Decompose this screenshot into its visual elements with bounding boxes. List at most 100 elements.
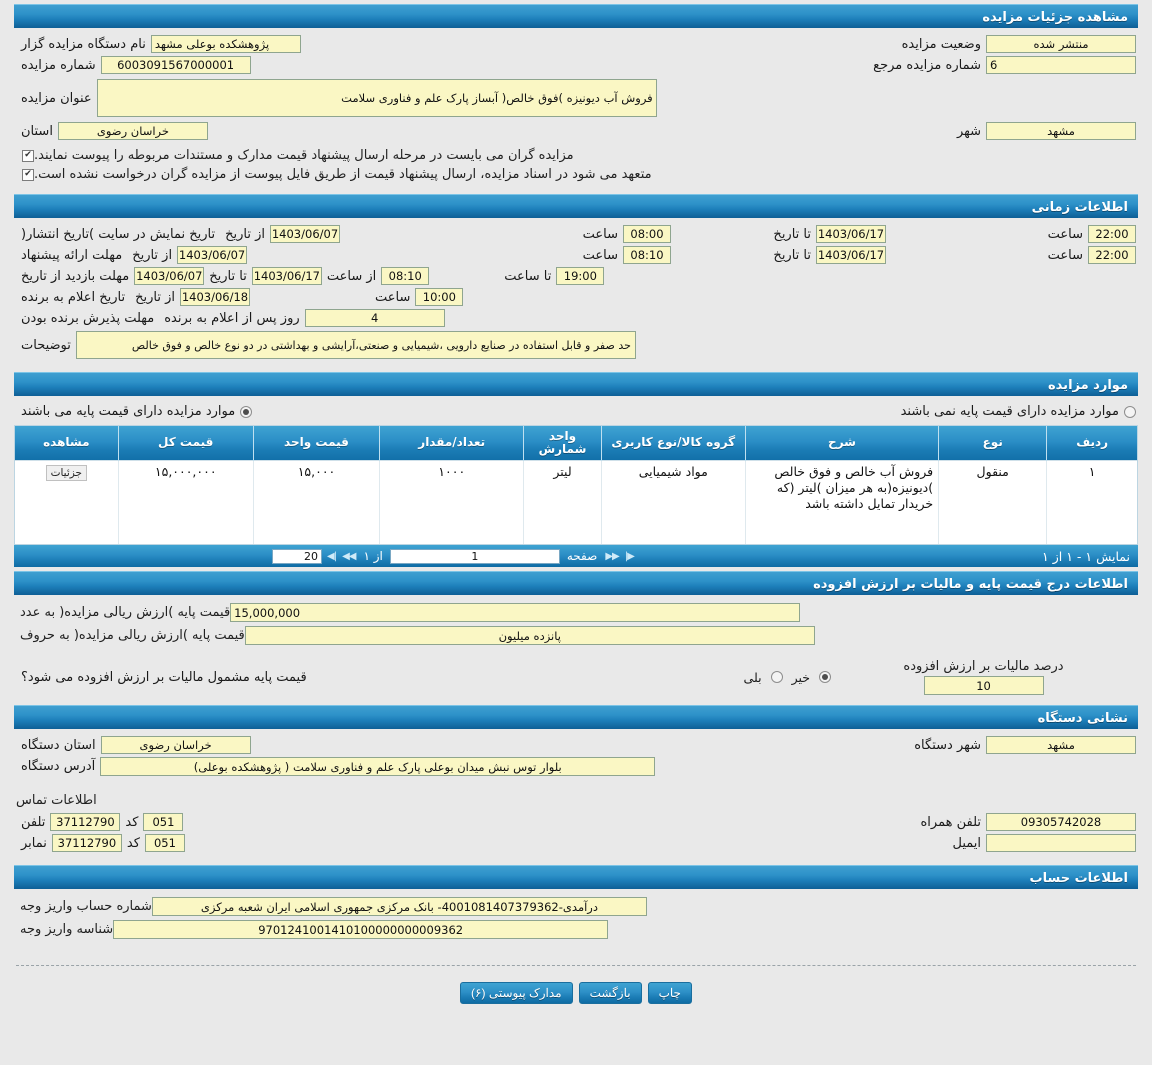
tel-code-label: کد xyxy=(125,814,139,830)
tel-input[interactable]: 37112790 xyxy=(50,813,121,831)
base-price-words-label: قیمت پایه )ارزش ریالی مزایده( به حروف xyxy=(20,628,245,643)
radio-with-base-price[interactable] xyxy=(240,405,253,418)
device-address-input[interactable]: بلوار توس نبش میدان بوعلی پارک علم و فنا… xyxy=(100,757,656,776)
publish-from-time-input[interactable]: 08:00 xyxy=(623,225,671,243)
visit-from-date-group: 1403/06/07 مهلت بازدید از تاریخ xyxy=(16,267,205,285)
winner-time-input[interactable]: 10:00 xyxy=(415,288,464,306)
first-page-icon[interactable]: |◀ xyxy=(327,550,337,562)
cell-total-price: ۱۵,۰۰۰,۰۰۰ xyxy=(117,459,254,544)
no-attachment-commitment-label: متعهد می شود در اسناد مزایده، ارسال پیشن… xyxy=(34,167,652,182)
items-table: ردیف نوع شرح گروه کالا/نوع کاربری واحد ش… xyxy=(15,426,1137,544)
offer-to-date-input[interactable]: 1403/06/17 xyxy=(816,246,886,264)
status-input[interactable]: منتشر شده xyxy=(986,35,1136,53)
column-header-row-no[interactable]: ردیف xyxy=(1046,426,1137,460)
radio-no-base-group[interactable]: موارد مزایده دارای قیمت پایه نمی باشند xyxy=(252,404,1136,419)
auction-title-input[interactable]: فروش آب دیونیزه )فوق خالص( آبساز پارک عل… xyxy=(96,79,657,117)
base-price-words-input[interactable]: پانزده میلیون xyxy=(244,626,815,645)
vat-radio-yes[interactable] xyxy=(770,671,783,683)
column-header-unit[interactable]: واحد شمارش xyxy=(523,426,602,460)
back-button[interactable]: بازگشت xyxy=(578,982,642,1004)
account-id-input[interactable]: 9701241001410100000000009362 xyxy=(113,920,609,939)
time-section: 22:00 ساعت 1403/06/17 تا تاریخ 08:00 ساع… xyxy=(0,218,1152,368)
column-header-desc[interactable]: شرح xyxy=(744,426,939,460)
fax-group: 051 کد 37112790 نمابر xyxy=(16,834,576,852)
pager-page-label: صفحه xyxy=(566,549,598,563)
device-city-input[interactable]: مشهد xyxy=(986,736,1136,754)
view-details-button[interactable]: جزئیات xyxy=(45,464,88,481)
column-header-total-price[interactable]: قیمت کل xyxy=(117,426,254,460)
account-number-label: شماره حساب واریز وجه xyxy=(20,899,152,914)
pager-of-label: از ۱ xyxy=(363,549,383,563)
description-input[interactable]: حد صفر و قابل استفاده در صنایع دارویی ،ش… xyxy=(75,331,636,359)
publish-to-time-input[interactable]: 22:00 xyxy=(1088,225,1136,243)
accept-deadline-label: مهلت پذیرش برنده بودن xyxy=(21,310,155,326)
auction-number-input[interactable]: 6003091567000001 xyxy=(100,56,251,74)
section-header-price: اطلاعات درج قیمت پایه و مالیات بر ارزش ا… xyxy=(14,571,1138,595)
ref-number-label: شماره مزایده مرجع xyxy=(873,57,981,73)
device-province-group: خراسان رضوی استان دستگاه xyxy=(16,736,576,754)
price-section: 15,000,000 قیمت پایه )ارزش ریالی مزایده(… xyxy=(0,595,1152,701)
visit-from-time-input[interactable]: 08:10 xyxy=(381,267,430,285)
prev-page-icon[interactable]: ◀◀ xyxy=(342,550,356,562)
tel-code-input[interactable]: 051 xyxy=(143,813,184,831)
offer-to-time-input[interactable]: 22:00 xyxy=(1088,246,1136,264)
accept-days-input[interactable]: 4 xyxy=(304,309,445,327)
ref-number-input[interactable]: 6 xyxy=(986,56,1136,74)
column-header-group[interactable]: گروه کالا/نوع کاربری xyxy=(600,426,746,460)
publish-from-date-group: 1403/06/07 از تاریخ تاریخ نمایش در سایت … xyxy=(16,225,491,243)
email-label: ایمیل xyxy=(952,835,981,851)
next-page-icon[interactable]: ▶▶ xyxy=(605,550,619,562)
attachment-required-checkbox[interactable] xyxy=(22,149,34,162)
device-city-group: مشهد شهر دستگاه xyxy=(576,736,1136,754)
section-title-address: نشانی دستگاه xyxy=(1037,710,1128,726)
vat-radio-no[interactable] xyxy=(819,671,831,683)
items-table-header-row: ردیف نوع شرح گروه کالا/نوع کاربری واحد ش… xyxy=(15,426,1137,460)
column-header-unit-price[interactable]: قیمت واحد xyxy=(252,426,380,460)
section-header-address: نشانی دستگاه xyxy=(14,705,1138,729)
offer-from-time-label: ساعت xyxy=(582,247,618,263)
status-field-group: منتشر شده وضعیت مزایده xyxy=(576,35,1136,53)
no-attachment-commitment-checkbox[interactable] xyxy=(22,168,34,181)
offer-from-date-input[interactable]: 1403/06/07 xyxy=(177,246,248,264)
column-header-type[interactable]: نوع xyxy=(938,426,1047,460)
last-page-icon[interactable]: ▶| xyxy=(624,550,635,562)
email-input[interactable] xyxy=(986,834,1136,852)
mobile-label: تلفن همراه xyxy=(920,814,982,830)
table-row: ۱ منقول فروش آب خالص و فوق خالص )دیونیزه… xyxy=(15,459,1137,544)
mobile-input[interactable]: 09305742028 xyxy=(986,813,1136,831)
cell-unit: لیتر xyxy=(523,459,602,544)
column-header-quantity[interactable]: تعداد/مقدار xyxy=(379,426,524,460)
vat-percent-input[interactable]: 10 xyxy=(923,676,1044,695)
radio-without-base-price[interactable] xyxy=(1124,405,1136,418)
organization-input[interactable]: پژوهشکده بوعلی مشهد xyxy=(150,35,301,53)
publish-to-date-input[interactable]: 1403/06/17 xyxy=(816,225,886,243)
print-button[interactable]: چاپ xyxy=(647,982,692,1004)
base-price-number-row: 15,000,000 قیمت پایه )ارزش ریالی مزایده(… xyxy=(16,603,1136,622)
account-number-row: درآمدی-4001081407379362- بانک مرکزی جمهو… xyxy=(16,897,1136,916)
pager-page-size-select[interactable]: 20 xyxy=(272,548,322,564)
winner-date-input[interactable]: 1403/06/18 xyxy=(179,288,250,306)
visit-to-date-input[interactable]: 1403/06/17 xyxy=(251,267,322,285)
province-input[interactable]: خراسان رضوی xyxy=(57,122,208,140)
offer-from-time-input[interactable]: 08:10 xyxy=(623,246,671,264)
column-header-view[interactable]: مشاهده xyxy=(15,426,119,460)
account-number-input[interactable]: درآمدی-4001081407379362- بانک مرکزی جمهو… xyxy=(151,897,647,916)
fax-input[interactable]: 37112790 xyxy=(51,834,122,852)
radio-with-base-price-label: موارد مزایده دارای قیمت پایه می باشند xyxy=(21,404,236,419)
pager-page-input[interactable]: 1 xyxy=(389,548,560,564)
city-input[interactable]: مشهد xyxy=(986,122,1136,140)
accept-deadline-row: 4 روز پس از اعلام به برنده مهلت پذیرش بر… xyxy=(16,309,1136,327)
base-price-number-input[interactable]: 15,000,000 xyxy=(230,603,801,622)
visit-from-date-input[interactable]: 1403/06/07 xyxy=(134,267,205,285)
publish-from-date-input[interactable]: 1403/06/07 xyxy=(270,225,341,243)
publish-from-date-label: از تاریخ xyxy=(225,226,266,242)
attachments-button[interactable]: مدارک پیوستی (۶) xyxy=(460,982,573,1004)
radio-with-base-group[interactable]: موارد مزایده دارای قیمت پایه می باشند xyxy=(16,404,253,419)
device-province-input[interactable]: خراسان رضوی xyxy=(100,736,251,754)
fax-code-input[interactable]: 051 xyxy=(144,834,185,852)
winner-time-group: 10:00 ساعت xyxy=(370,288,464,306)
visit-to-time-group: 19:00 تا ساعت xyxy=(499,267,605,285)
publish-row-label: تاریخ نمایش در سایت )تاریخ انتشار( xyxy=(21,226,216,242)
visit-to-time-input[interactable]: 19:00 xyxy=(556,267,605,285)
radio-without-base-price-label: موارد مزایده دارای قیمت پایه نمی باشند xyxy=(900,404,1119,419)
